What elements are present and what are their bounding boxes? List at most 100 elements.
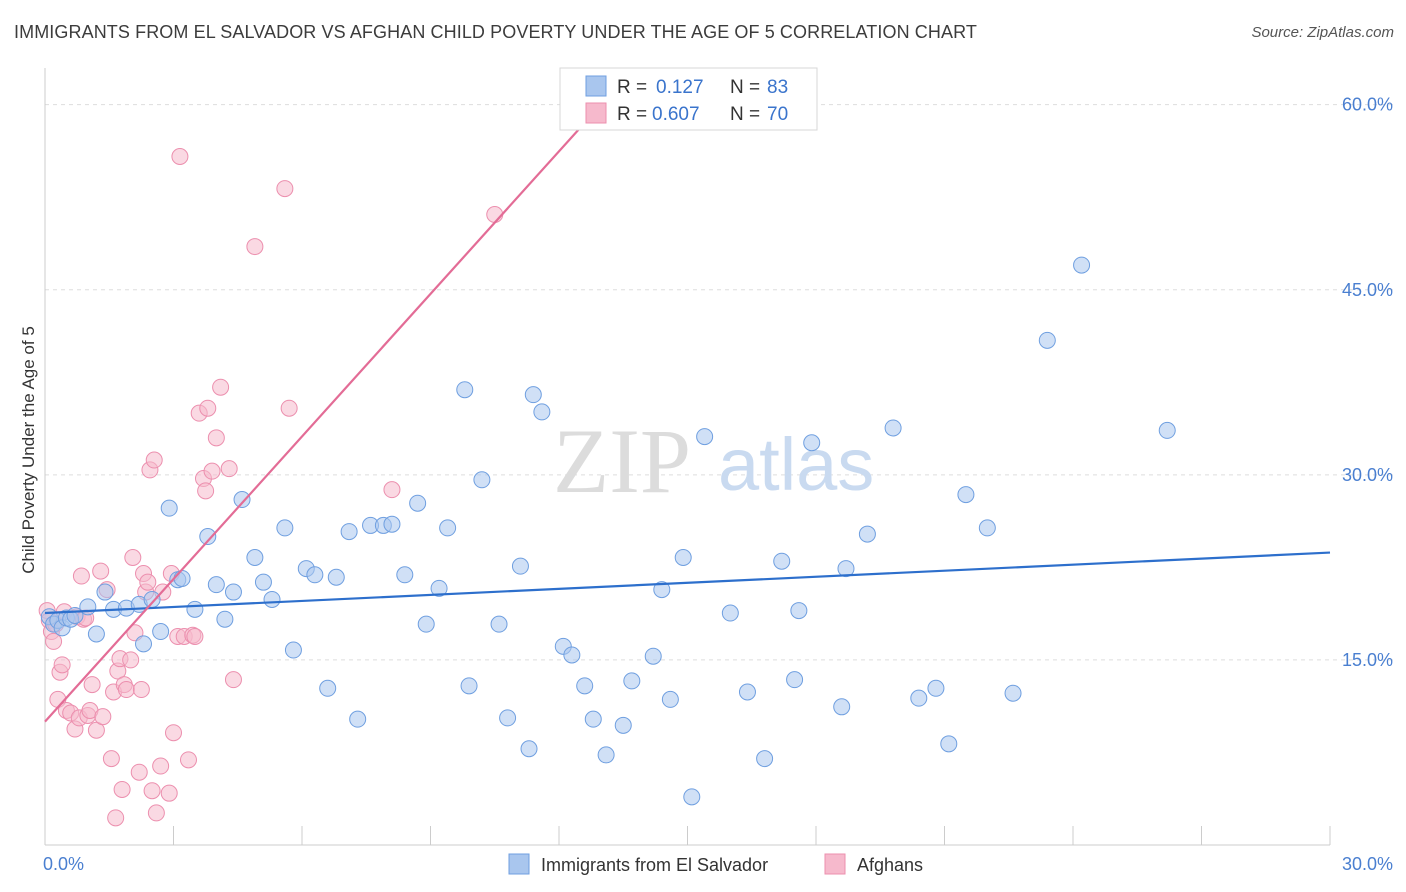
stats-legend-swatch-pink (585, 102, 607, 124)
stats-r-value-blue: 0.127 (656, 77, 704, 98)
y-tick-label-1: 30.0% (1342, 465, 1393, 485)
y-tick-label-0: 15.0% (1342, 650, 1393, 670)
el-salvador-point-28 (276, 519, 294, 537)
legend-label-afghans: Afghans (857, 855, 923, 875)
stats-n-value-pink: 70 (767, 104, 788, 125)
el-salvador-point-74 (837, 560, 855, 578)
axes (44, 68, 1331, 846)
afghans-point-54 (186, 627, 204, 645)
el-salvador-point-9 (96, 583, 114, 601)
el-salvador-point-14 (143, 590, 161, 608)
el-salvador-point-76 (884, 419, 902, 437)
afghans-point-44 (152, 757, 170, 775)
el-salvador-point-61 (653, 581, 671, 599)
el-salvador-point-20 (199, 528, 217, 546)
el-salvador-point-69 (773, 552, 791, 570)
afghans-point-36 (132, 681, 150, 699)
el-salvador-point-70 (786, 671, 804, 689)
afghans-point-22 (94, 708, 112, 726)
el-salvador-point-81 (978, 519, 996, 537)
el-salvador-point-44 (456, 381, 474, 399)
el-salvador-point-73 (833, 698, 851, 716)
afghans-point-29 (113, 780, 131, 798)
stats-r-label-pink: R = (617, 104, 647, 125)
stats-r-label-blue: R = (617, 77, 647, 98)
afghans-point-3 (45, 632, 63, 650)
el-salvador-point-55 (576, 677, 594, 695)
el-salvador-point-29 (284, 641, 302, 659)
stats-legend: R = 0.127 N = 83 R = 0.607 N = 70 (559, 67, 818, 131)
stats-legend-swatch-blue (585, 75, 607, 97)
el-salvador-point-50 (520, 740, 538, 758)
el-salvador-point-18 (173, 569, 191, 587)
tick-labels: 15.0% 30.0% 45.0% 60.0% 0.0% 30.0% (43, 95, 1393, 874)
el-salvador-point-58 (614, 716, 632, 734)
afghans-point-50 (171, 148, 189, 165)
el-salvador-point-40 (409, 494, 427, 512)
el-salvador-point-16 (160, 499, 178, 517)
afghans-point-39 (139, 573, 157, 591)
el-salvador-point-21 (207, 576, 225, 594)
grid-lines (45, 104, 1395, 661)
afghans-point-61 (212, 378, 230, 396)
afghans-point-33 (124, 549, 142, 567)
y-tick-label-3: 60.0% (1342, 95, 1393, 115)
el-salvador-point-39 (396, 566, 414, 584)
el-salvador-point-13 (135, 635, 153, 653)
afghans-point-41 (143, 782, 161, 800)
afghans-point-19 (83, 676, 101, 694)
afghans-point-32 (122, 651, 140, 669)
el-salvador-point-80 (957, 486, 975, 504)
el-salvador-point-52 (533, 403, 551, 421)
el-salvador-point-79 (940, 735, 958, 753)
el-salvador-point-54 (563, 646, 581, 664)
el-salvador-point-47 (490, 615, 508, 633)
legend-label-el-salvador: Immigrants from El Salvador (541, 855, 768, 875)
el-salvador-point-19 (186, 600, 204, 618)
afghans-point-58 (199, 399, 217, 417)
afghans-point-52 (179, 751, 197, 769)
el-salvador-point-67 (738, 683, 756, 701)
afghans-point-46 (160, 784, 178, 802)
afghans-point-26 (107, 809, 125, 827)
legend-swatch-afghans (824, 853, 846, 875)
el-salvador-point-72 (803, 434, 821, 452)
afghans-point-31 (117, 681, 135, 699)
el-salvador-point-33 (327, 568, 345, 586)
el-salvador-point-25 (246, 549, 264, 567)
el-salvador-point-77 (910, 689, 928, 707)
afghans-point-24 (102, 750, 120, 768)
bottom-legend: Immigrants from El Salvador Afghans (508, 853, 923, 875)
afghans-point-62 (220, 460, 238, 478)
afghans-point-68 (486, 205, 504, 223)
el-salvador-point-48 (499, 709, 517, 727)
afghans-point-59 (203, 462, 221, 480)
series-el-salvador (40, 256, 1176, 806)
afghans-point-65 (276, 180, 294, 198)
afghans-point-64 (246, 238, 264, 256)
el-salvador-point-78 (927, 679, 945, 697)
el-salvador-point-64 (683, 788, 701, 806)
stats-n-label-pink: N = (730, 104, 760, 125)
afghans-point-14 (72, 567, 90, 585)
el-salvador-point-60 (644, 647, 662, 665)
trend-lines (44, 112, 1331, 723)
afghans-point-42 (145, 451, 163, 469)
el-salvador-point-59 (623, 672, 641, 690)
el-salvador-point-85 (1158, 421, 1176, 439)
el-salvador-point-23 (224, 583, 242, 601)
el-salvador-point-35 (349, 710, 367, 728)
chart-title: IMMIGRANTS FROM EL SALVADOR VS AFGHAN CH… (14, 22, 977, 42)
stats-r-value-pink: 0.607 (652, 104, 700, 125)
watermark: ZIP atlas (553, 410, 874, 512)
el-salvador-point-26 (254, 573, 272, 591)
stats-n-label-blue: N = (730, 77, 760, 98)
afghans-point-35 (130, 763, 148, 781)
x-tick-label-1: 30.0% (1342, 854, 1393, 874)
el-salvador-point-32 (319, 679, 337, 697)
el-salvador-point-63 (674, 549, 692, 567)
source-label: Source: ZipAtlas.com (1251, 24, 1394, 41)
el-salvador-point-22 (216, 610, 234, 628)
afghans-point-20 (87, 721, 105, 739)
